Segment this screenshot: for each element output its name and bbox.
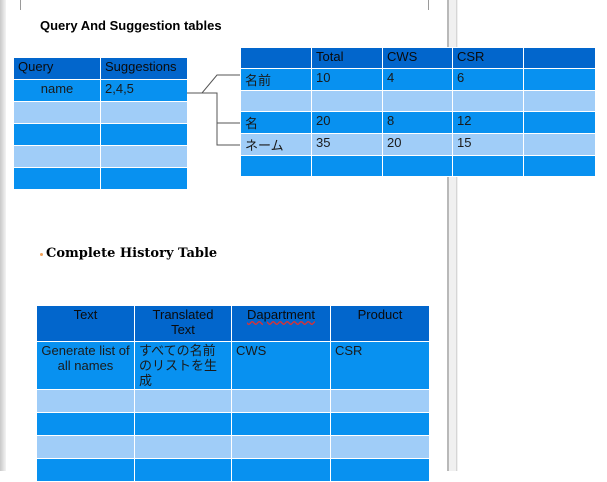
table-cell xyxy=(330,389,430,413)
connector-line xyxy=(187,74,240,94)
next-page-edge xyxy=(456,0,457,471)
suggestion-table: Total CWS CSR 名前 10 4 6 名 20 8 12 ネーム 35… xyxy=(240,47,596,177)
table-cell: 12 xyxy=(452,111,524,134)
table-row xyxy=(36,412,430,436)
table-header-row: Total CWS CSR xyxy=(240,47,596,69)
table-header-cell xyxy=(240,47,312,69)
table-header-cell: Total xyxy=(311,47,383,69)
table-header-cell: Query xyxy=(13,57,101,80)
table-cell xyxy=(382,155,453,177)
table-cell xyxy=(523,68,596,91)
table-header-cell: Translated Text xyxy=(134,305,232,342)
table-cell xyxy=(13,123,101,146)
table-cell: 4 xyxy=(382,68,453,91)
table-cell xyxy=(452,155,524,177)
table-cell xyxy=(100,167,188,190)
page-gap xyxy=(449,0,458,471)
table-cell: 20 xyxy=(311,111,383,134)
page-shadow xyxy=(0,0,6,471)
table-cell xyxy=(36,458,135,482)
table-row: 名前 10 4 6 xyxy=(240,68,596,91)
table-cell: 10 xyxy=(311,68,383,91)
table-cell xyxy=(240,90,312,112)
table-cell xyxy=(452,90,524,112)
table-row xyxy=(36,458,430,482)
table-row: 名 20 8 12 xyxy=(240,111,596,134)
table-cell xyxy=(330,412,430,436)
table-cell: Generate list of all names xyxy=(36,341,135,390)
table-cell xyxy=(134,458,232,482)
margin-marker-right xyxy=(428,0,429,10)
table-header-row: Text Translated Text Dapartment Product xyxy=(36,305,430,342)
table-row: name 2,4,5 xyxy=(13,79,188,102)
history-table: Text Translated Text Dapartment Product … xyxy=(36,305,430,482)
table-row xyxy=(240,90,596,112)
table-cell: 35 xyxy=(311,133,383,156)
table-header-cell: Product xyxy=(330,305,430,342)
table-cell xyxy=(100,123,188,146)
table-row: Generate list of all names すべての名前のリストを生成… xyxy=(36,341,430,390)
table-row xyxy=(36,435,430,459)
table-cell: CSR xyxy=(330,341,430,390)
heading-history-table: Complete History Table xyxy=(46,246,218,261)
table-cell: name xyxy=(13,79,101,102)
table-header-cell: Suggestions xyxy=(100,57,188,80)
table-cell xyxy=(13,101,101,124)
table-cell xyxy=(231,435,331,459)
table-cell: ネーム xyxy=(240,133,312,156)
table-cell xyxy=(100,101,188,124)
table-cell xyxy=(100,145,188,168)
connector-lines xyxy=(187,74,240,146)
table-cell: CWS xyxy=(231,341,331,390)
table-cell xyxy=(330,458,430,482)
bullet-marker xyxy=(40,253,43,256)
table-header-cell: CWS xyxy=(382,47,453,69)
table-row xyxy=(36,389,430,413)
table-cell xyxy=(134,435,232,459)
table-row: ネーム 35 20 15 xyxy=(240,133,596,156)
table-cell xyxy=(523,90,596,112)
table-cell xyxy=(134,389,232,413)
table-cell xyxy=(134,412,232,436)
heading-query-suggestion: Query And Suggestion tables xyxy=(40,18,222,33)
table-cell xyxy=(13,145,101,168)
table-cell xyxy=(36,389,135,413)
table-cell: 8 xyxy=(382,111,453,134)
table-cell xyxy=(382,90,453,112)
table-cell xyxy=(240,155,312,177)
table-row xyxy=(13,145,188,168)
table-cell xyxy=(311,90,383,112)
table-cell: 2,4,5 xyxy=(100,79,188,102)
table-cell xyxy=(311,155,383,177)
table-header-cell: Text xyxy=(36,305,135,342)
table-cell xyxy=(330,435,430,459)
table-cell: 15 xyxy=(452,133,524,156)
table-cell xyxy=(523,155,596,177)
query-table: Query Suggestions name 2,4,5 xyxy=(13,57,188,190)
table-row xyxy=(240,155,596,177)
table-cell: 6 xyxy=(452,68,524,91)
table-row xyxy=(13,123,188,146)
margin-marker-left xyxy=(20,0,21,10)
table-cell xyxy=(36,435,135,459)
table-header-cell: Dapartment xyxy=(231,305,331,342)
table-cell xyxy=(523,133,596,156)
table-cell xyxy=(36,412,135,436)
table-row xyxy=(13,101,188,124)
table-cell: 名 xyxy=(240,111,312,134)
table-cell xyxy=(523,111,596,134)
table-cell xyxy=(231,389,331,413)
table-cell xyxy=(231,458,331,482)
table-header-cell: CSR xyxy=(452,47,524,69)
connector-line xyxy=(192,92,240,146)
table-cell xyxy=(13,167,101,190)
table-cell: 20 xyxy=(382,133,453,156)
table-header-cell xyxy=(523,47,596,69)
table-cell xyxy=(231,412,331,436)
table-cell: すべての名前のリストを生成 xyxy=(134,341,232,390)
page-edge xyxy=(447,0,449,471)
table-header-row: Query Suggestions xyxy=(13,57,188,80)
table-row xyxy=(13,167,188,190)
table-cell: 名前 xyxy=(240,68,312,91)
